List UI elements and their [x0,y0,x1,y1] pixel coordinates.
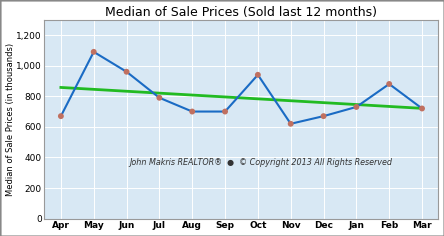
Y-axis label: Median of Sale Prices (in thousands): Median of Sale Prices (in thousands) [6,43,15,196]
Point [222,110,229,114]
Point [320,114,327,118]
Point [189,110,196,114]
Point [254,73,262,77]
Point [90,50,97,54]
Title: Median of Sale Prices (Sold last 12 months): Median of Sale Prices (Sold last 12 mont… [106,6,377,19]
Point [123,70,130,74]
Point [386,82,393,86]
Point [419,107,426,110]
Point [287,122,294,126]
Point [156,96,163,100]
Point [57,114,64,118]
Point [353,105,360,109]
Text: John Makris REALTOR®  ●  © Copyright 2013 All Rights Reserved: John Makris REALTOR® ● © Copyright 2013 … [130,158,392,168]
